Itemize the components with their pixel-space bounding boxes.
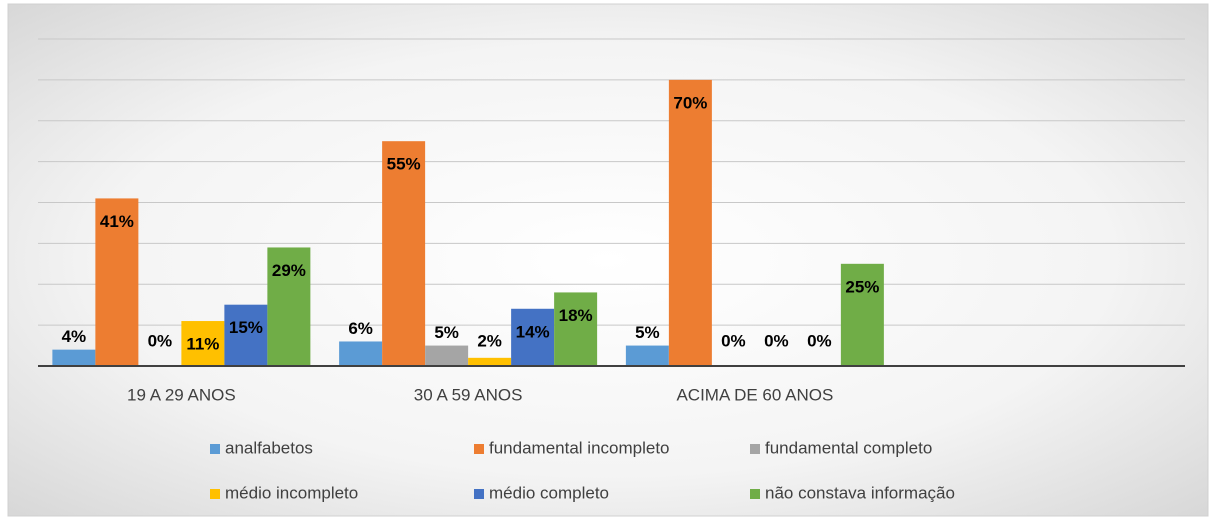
data-label: 4% [62, 327, 87, 346]
data-label: 11% [186, 335, 219, 354]
bar [625, 345, 669, 366]
legend-label: médio completo [489, 483, 609, 502]
legend-label: fundamental incompleto [489, 438, 670, 457]
legend-swatch [750, 444, 760, 454]
legend-label: médio incompleto [225, 483, 358, 502]
data-label: 5% [635, 323, 660, 342]
data-label: 18% [559, 306, 593, 325]
bar [468, 357, 512, 366]
bar [554, 292, 598, 366]
data-label: 0% [764, 331, 789, 350]
legend-swatch [474, 489, 484, 499]
data-label: 6% [348, 319, 373, 338]
chart-background [7, 3, 1209, 517]
bar [339, 341, 383, 366]
bar [224, 304, 268, 366]
x-tick-label: ACIMA DE 60 ANOS [676, 385, 833, 404]
bar [382, 141, 426, 366]
data-label: 0% [148, 331, 173, 350]
data-label: 15% [229, 318, 263, 337]
legend-swatch [474, 444, 484, 454]
bar [95, 198, 139, 366]
x-tick-label: 19 A 29 ANOS [127, 385, 236, 404]
data-label: 55% [387, 155, 421, 174]
bar [511, 308, 555, 366]
bar [840, 263, 884, 366]
legend-swatch [210, 489, 220, 499]
data-label: 2% [477, 331, 502, 350]
data-label: 0% [807, 331, 832, 350]
bar [425, 345, 469, 366]
legend-label: analfabetos [225, 438, 313, 457]
data-label: 0% [721, 331, 746, 350]
legend-label: fundamental completo [765, 438, 932, 457]
bar [181, 321, 225, 366]
data-label: 5% [434, 323, 459, 342]
data-label: 41% [100, 212, 134, 231]
legend-swatch [750, 489, 760, 499]
x-tick-label: 30 A 59 ANOS [414, 385, 523, 404]
data-label: 25% [845, 277, 879, 296]
data-label: 70% [673, 93, 707, 112]
bar [267, 247, 311, 366]
data-label: 14% [516, 322, 550, 341]
bar [668, 79, 712, 366]
legend-swatch [210, 444, 220, 454]
bar [52, 349, 96, 366]
legend-label: não constava informação [765, 483, 955, 502]
data-label: 29% [272, 261, 306, 280]
